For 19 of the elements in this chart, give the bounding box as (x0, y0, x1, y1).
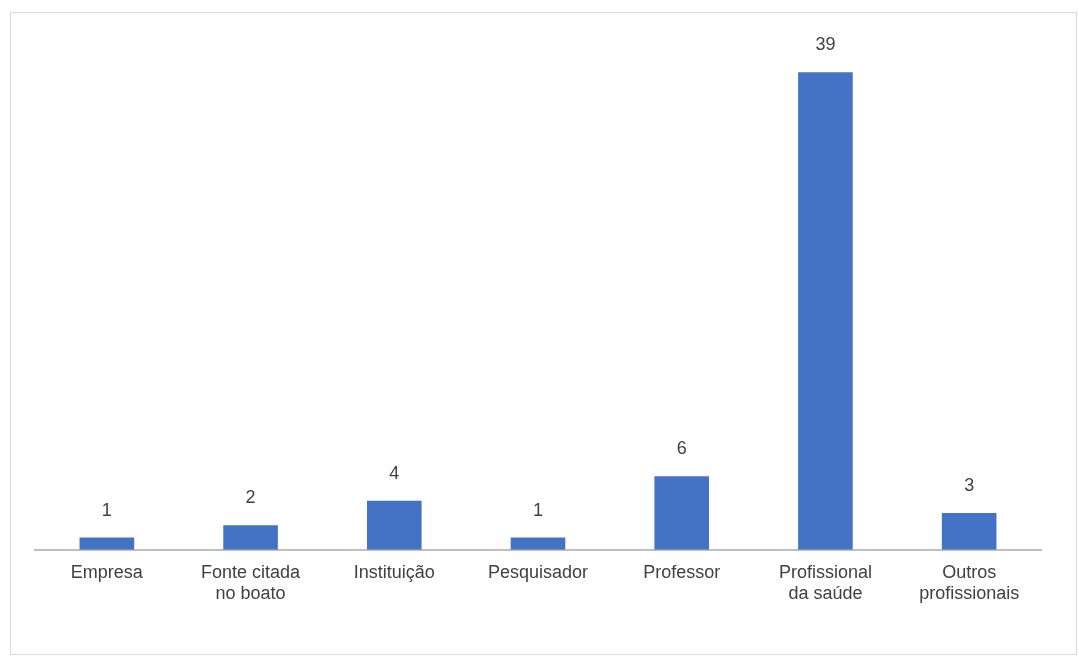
x-tick-label: Instituição (353, 561, 435, 582)
x-tick-label: Outros profissionais (919, 561, 1020, 604)
bar (941, 513, 997, 550)
data-label: 3 (964, 475, 975, 496)
bar (366, 500, 422, 550)
data-label: 1 (101, 499, 112, 520)
data-label: 1 (532, 499, 544, 520)
data-label: 6 (676, 438, 687, 459)
x-tick-label: Empresa (70, 561, 144, 582)
x-tick-label: Pesquisador (487, 561, 589, 582)
data-label: 4 (389, 462, 400, 483)
x-tick-label: Profissional da saúde (778, 561, 872, 604)
bar (223, 525, 278, 550)
x-tick-label: Fonte citada no boato (201, 561, 302, 604)
x-tick-label: Professor (643, 561, 721, 582)
bar (654, 476, 710, 550)
data-label: 2 (245, 487, 256, 508)
bar (798, 72, 853, 550)
data-label: 39 (815, 34, 836, 55)
